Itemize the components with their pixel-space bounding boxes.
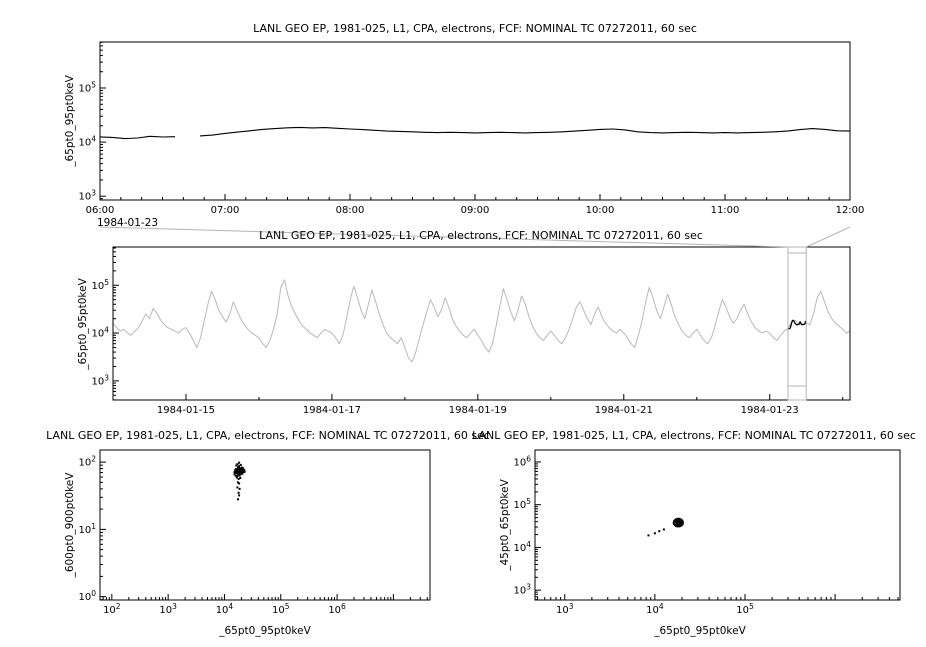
- y-axis-labels-bottom-left: 100 101 102: [78, 455, 96, 604]
- chart-title-top: LANL GEO EP, 1981-025, L1, CPA, electron…: [253, 22, 697, 35]
- series-scatter-600-900-vs-65-95: [233, 461, 246, 501]
- log-tick-label: 106: [328, 602, 346, 616]
- x-axis-top: [99, 194, 851, 200]
- series-layer-bottom-right: [647, 517, 684, 537]
- overview-connector: [99, 226, 851, 401]
- log-tick-label: 104: [91, 326, 109, 340]
- connector-line-right: [806, 226, 851, 248]
- series-layer-top: [99, 126, 851, 140]
- series-scatter-45-65-vs-65-95: [647, 517, 684, 537]
- series-layer-bottom-left: [233, 461, 246, 501]
- series-layer-middle: [112, 279, 851, 363]
- plot-frame-bottom-left[interactable]: [99, 449, 431, 601]
- chart-bottom-left: 102 103 104 105 106 100 101 102: [78, 449, 431, 616]
- series-electrons-65-95keV: [99, 126, 851, 140]
- log-tick-label: 102: [78, 455, 96, 469]
- x-tick-label: 1984-01-19: [449, 405, 507, 416]
- log-tick-label: 105: [272, 602, 290, 616]
- log-tick-label: 105: [736, 602, 754, 616]
- x-tick-label: 1984-01-23: [741, 405, 799, 416]
- log-tick-label: 104: [78, 135, 96, 149]
- x-axis-title-bottom-right: _65pt0_95pt0keV: [654, 625, 746, 637]
- y-axis-labels-top: 103 104 105: [78, 80, 96, 202]
- x-tick-label: 08:00: [336, 205, 365, 216]
- log-tick-label: 104: [513, 540, 531, 554]
- x-axis-middle: [112, 394, 844, 400]
- x-axis-bottom-right: [537, 594, 899, 600]
- y-axis-title-bottom-right: _45pt0_65pt0keV: [499, 479, 511, 571]
- log-tick-label: 103: [91, 373, 109, 387]
- log-tick-label: 105: [91, 278, 109, 292]
- log-tick-label: 104: [646, 602, 664, 616]
- x-axis-labels-bottom-right: 103 104 105: [556, 602, 754, 616]
- plot-frame-middle[interactable]: [112, 246, 851, 401]
- y-axis-title-top: _65pt0_95pt0keV: [64, 75, 76, 167]
- y-axis-bottom-right: [535, 461, 541, 601]
- chart-title-bottom-left: LANL GEO EP, 1981-025, L1, CPA, electron…: [46, 429, 490, 442]
- y-axis-top: [100, 41, 106, 200]
- y-axis-labels-middle: 103 104 105: [91, 278, 109, 388]
- x-tick-label: 1984-01-17: [303, 405, 361, 416]
- plot-frame-bottom-right[interactable]: [534, 449, 901, 601]
- y-axis-bottom-left: [100, 461, 106, 601]
- x-tick-label: 07:00: [211, 205, 240, 216]
- log-tick-label: 100: [78, 589, 96, 603]
- y-axis-middle: [113, 247, 119, 401]
- x-tick-label: 1984-01-21: [595, 405, 653, 416]
- x-axis-bottom-left: [102, 594, 428, 600]
- x-tick-label: 09:00: [461, 205, 490, 216]
- series-electrons-65-95keV-context: [112, 279, 851, 363]
- y-axis-title-middle: _65pt0_95pt0keV: [77, 278, 89, 370]
- x-tick-label: 10:00: [586, 205, 615, 216]
- x-tick-label: 12:00: [836, 205, 865, 216]
- x-axis-title-bottom-left: _65pt0_95pt0keV: [219, 625, 311, 637]
- x-axis-date-label: 1984-01-23: [97, 217, 159, 229]
- log-tick-label: 103: [78, 189, 96, 203]
- y-axis-title-bottom-left: _600pt0_900pt0keV: [64, 472, 76, 578]
- chart-top: 06:00 07:00 08:00 09:00 10:00 11:00 12:0010310…: [78, 41, 865, 216]
- chart-title-bottom-right: LANL GEO EP, 1981-025, L1, CPA, electron…: [472, 429, 916, 442]
- log-tick-label: 103: [556, 602, 574, 616]
- log-tick-label: 103: [513, 583, 531, 597]
- log-tick-label: 101: [78, 522, 96, 536]
- x-axis-labels-bottom-left: 102 103 104 105 106: [103, 602, 346, 616]
- log-tick-label: 104: [216, 602, 234, 616]
- chart-title-middle: LANL GEO EP, 1981-025, L1, CPA, electron…: [259, 229, 703, 242]
- connector-line-left: [99, 226, 788, 248]
- plot-frame-top[interactable]: [99, 41, 851, 201]
- log-tick-label: 103: [159, 602, 177, 616]
- x-axis-labels-top: 06:00 07:00 08:00 09:00 10:00 11:00 12:00: [86, 205, 865, 216]
- x-axis-labels-middle: 1984-01-15 1984-01-17 1984-01-19 1984-01-21…: [157, 405, 799, 416]
- x-tick-label: 11:00: [711, 205, 740, 216]
- log-tick-label: 106: [513, 454, 531, 468]
- log-tick-label: 105: [78, 80, 96, 94]
- zoom-selection-box[interactable]: [787, 246, 807, 401]
- chart-bottom-right: 103 104 105 103 104 105 106: [513, 449, 901, 616]
- log-tick-label: 102: [103, 602, 121, 616]
- chart-middle: 1984-01-15 1984-01-17 1984-01-19 1984-01-21…: [91, 246, 851, 416]
- series-electrons-65-95keV-highlight: [787, 319, 807, 330]
- log-tick-label: 105: [513, 497, 531, 511]
- x-tick-label: 1984-01-15: [157, 405, 215, 416]
- x-tick-label: 06:00: [86, 205, 115, 216]
- y-axis-labels-bottom-right: 103 104 105 106: [513, 454, 531, 596]
